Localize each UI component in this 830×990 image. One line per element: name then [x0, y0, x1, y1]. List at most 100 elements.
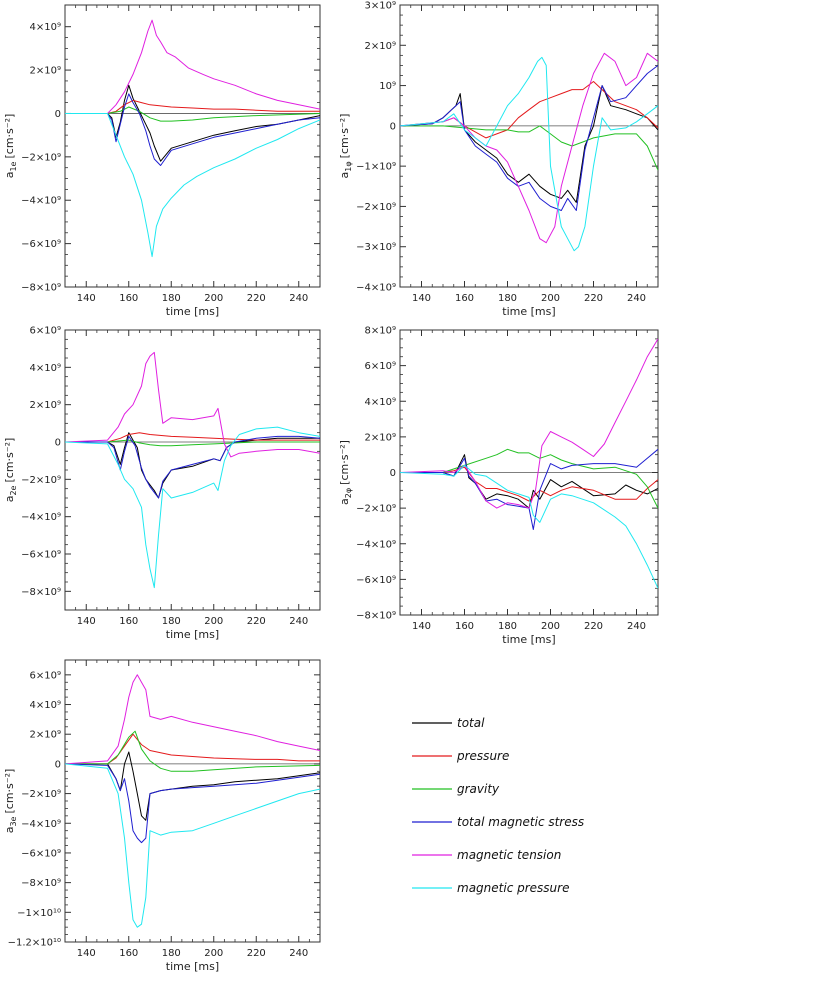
- y-tick-label: 4×10⁹: [30, 700, 61, 711]
- y-tick-label: 0: [390, 121, 396, 132]
- y-axis-title-symbol: a: [338, 498, 351, 505]
- y-tick-label: −8×10⁹: [21, 283, 61, 294]
- chart-panel-5: 140 160 180 200 220 240 6×10⁹ 4×10⁹ 2×10⁹ 0 −2×10⁹…: [3, 659, 321, 973]
- x-axis-title: time [ms]: [502, 305, 555, 318]
- x-tick-label: 200: [541, 293, 560, 304]
- y-axis-title-subscript: 2e: [9, 485, 18, 495]
- y-axis-title-unit: [cm·s⁻²]: [3, 114, 16, 159]
- y-axis-title: a3e [cm·s⁻²]: [3, 769, 18, 834]
- series-line-total-magnetic-stress: [65, 93, 320, 166]
- x-tick-label: 160: [455, 293, 474, 304]
- x-axis-title: time [ms]: [166, 628, 219, 641]
- y-axis-title-symbol: a: [338, 172, 351, 179]
- y-axis-title: a2e [cm·s⁻²]: [3, 438, 18, 503]
- x-tick-label: 180: [162, 948, 181, 959]
- y-axis-title-unit: [cm·s⁻²]: [338, 114, 351, 159]
- series-line-magnetic-pressure: [65, 113, 320, 258]
- y-tick-label: 6×10⁹: [30, 670, 61, 681]
- y-tick-label: 2×10⁹: [30, 66, 61, 77]
- legend: total pressure gravity total magnetic stres…: [412, 716, 584, 895]
- y-tick-label: −4×10⁹: [356, 539, 396, 550]
- x-tick-label: 220: [247, 616, 266, 627]
- y-axis-title-unit: [cm·s⁻²]: [3, 438, 16, 483]
- series-line-pressure: [65, 432, 320, 443]
- x-tick-label: 220: [584, 293, 603, 304]
- x-tick-label: 240: [627, 293, 646, 304]
- y-tick-label: 3×10⁹: [365, 1, 396, 12]
- x-tick-label: 240: [289, 948, 308, 959]
- plot-frame: [399, 4, 659, 288]
- y-tick-label: 0: [55, 438, 61, 449]
- y-tick-label: 2×10⁹: [30, 730, 61, 741]
- y-tick-label: −8×10⁹: [21, 878, 61, 889]
- y-tick-label: −2×10⁹: [21, 475, 61, 486]
- y-axis-title-symbol: a: [3, 827, 16, 834]
- series-line-total-magnetic-stress: [400, 448, 658, 530]
- y-tick-label: 4×10⁹: [365, 397, 396, 408]
- x-tick-label: 200: [204, 948, 223, 959]
- y-tick-label: 2×10⁹: [365, 41, 396, 52]
- y-tick-label: 0: [55, 759, 61, 770]
- y-tick-label: 10⁹: [379, 81, 396, 92]
- y-tick-label: −8×10⁹: [21, 587, 61, 598]
- y-axis-title: a2φ [cm·s⁻²]: [338, 440, 353, 505]
- chart-panel-2: 140 160 180 200 220 240 3×10⁹ 2×10⁹ 10⁹ 0 −1×10⁹ −2…: [338, 1, 659, 318]
- y-axis-title-unit: [cm·s⁻²]: [338, 440, 351, 485]
- chart-panel-3: 140 160 180 200 220 240 6×10⁹ 4×10⁹ 2×10⁹ 0 −2×10⁹…: [3, 326, 321, 641]
- series-line-magnetic-tension: [65, 351, 320, 458]
- series-line-gravity: [65, 730, 320, 772]
- series-line-gravity: [65, 439, 320, 447]
- y-tick-label: −1.2×10¹⁰: [8, 938, 61, 949]
- x-tick-label: 220: [584, 621, 603, 632]
- plot-frame: [64, 329, 321, 611]
- x-tick-label: 220: [247, 293, 266, 304]
- legend-label-gravity: gravity: [457, 782, 500, 796]
- plot-frame: [64, 659, 321, 943]
- series-line-gravity: [400, 125, 658, 171]
- series-line-total-magnetic-stress: [65, 435, 320, 499]
- series-line-total: [65, 751, 320, 821]
- legend-label-magnetic-tension: magnetic tension: [457, 848, 561, 862]
- x-tick-label: 200: [204, 616, 223, 627]
- x-tick-label: 180: [498, 293, 517, 304]
- series-line-magnetic-tension: [65, 19, 320, 114]
- series-line-pressure: [65, 733, 320, 765]
- series-line-gravity: [65, 106, 320, 122]
- x-tick-label: 140: [77, 616, 96, 627]
- x-tick-label: 200: [541, 621, 560, 632]
- x-tick-label: 160: [119, 293, 138, 304]
- x-tick-label: 160: [455, 621, 474, 632]
- y-tick-label: 0: [55, 109, 61, 120]
- series-line-pressure: [400, 466, 658, 502]
- series-line-magnetic-tension: [400, 338, 658, 509]
- series-line-magnetic-pressure: [65, 763, 320, 928]
- y-tick-label: 4×10⁹: [30, 363, 61, 374]
- y-tick-label: −8×10⁹: [356, 611, 396, 622]
- y-tick-label: −3×10⁹: [356, 242, 396, 253]
- x-tick-label: 140: [412, 293, 431, 304]
- series-line-total: [400, 454, 658, 509]
- y-axis-title: a1e [cm·s⁻²]: [3, 114, 18, 179]
- x-tick-label: 240: [289, 293, 308, 304]
- y-tick-label: 4×10⁹: [30, 22, 61, 33]
- x-axis-title: time [ms]: [166, 960, 219, 973]
- y-tick-label: −2×10⁹: [21, 789, 61, 800]
- series-line-magnetic-pressure: [400, 464, 658, 589]
- x-axis-title: time [ms]: [166, 305, 219, 318]
- y-tick-label: −2×10⁹: [21, 152, 61, 163]
- y-axis-title-subscript: 1e: [9, 161, 18, 171]
- x-tick-label: 240: [627, 621, 646, 632]
- x-tick-label: 180: [162, 616, 181, 627]
- y-tick-label: 2×10⁹: [365, 432, 396, 443]
- y-tick-label: 6×10⁹: [30, 326, 61, 337]
- y-tick-label: −2×10⁹: [356, 504, 396, 515]
- x-tick-label: 140: [412, 621, 431, 632]
- x-tick-label: 180: [162, 293, 181, 304]
- x-tick-label: 140: [77, 948, 96, 959]
- y-tick-label: −6×10⁹: [21, 848, 61, 859]
- y-tick-label: 6×10⁹: [365, 361, 396, 372]
- y-axis-title-subscript: 1φ: [344, 161, 353, 171]
- series-line-magnetic-pressure: [400, 56, 658, 252]
- x-tick-label: 220: [247, 948, 266, 959]
